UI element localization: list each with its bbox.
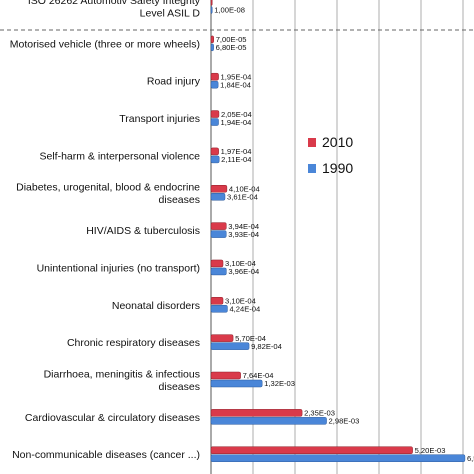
bar-2010	[210, 297, 224, 305]
data-label-1990: 1,84E-04	[220, 80, 251, 89]
data-label-2010: 3,10E-04	[225, 297, 256, 306]
data-label-1990: 9,82E-04	[251, 342, 282, 351]
bar-1990	[210, 230, 227, 238]
legend-swatch-2010	[308, 138, 316, 147]
data-label-2010: 3,10E-04	[225, 259, 256, 268]
category-label: Motorised vehicle (three or more wheels)	[10, 38, 200, 50]
data-labels: 1,00E-08 7,00E-056,80E-05 1,95E-041,84E-04…	[214, 6, 474, 463]
category-label: Diabetes, urogenital, blood & endocrine d…	[16, 182, 200, 207]
bar-1990	[210, 305, 228, 313]
bar-1990	[210, 379, 263, 388]
category-label: Diarrhoea, meningitis & infectious diseas…	[44, 368, 200, 393]
category-label: Non-communicable diseases (cancer ...)	[12, 449, 200, 461]
legend-label-1990: 1990	[322, 160, 353, 176]
data-label-1990: 1,32E-03	[264, 379, 295, 388]
bar-2010	[210, 222, 227, 230]
category-label: Neonatal disorders	[112, 300, 200, 312]
category-label: ISO 26262 Automotiv Safety Integrity Leve…	[28, 0, 201, 19]
data-label-1990: 4,24E-04	[229, 305, 260, 314]
bar-2010	[210, 35, 214, 44]
bar-2010	[210, 446, 413, 454]
data-label-2010: 1,97E-04	[221, 147, 252, 156]
data-label-1990: 1,00E-08	[214, 6, 245, 15]
bar-1990	[210, 342, 250, 350]
bars	[210, 0, 466, 462]
bar-1990	[210, 80, 219, 89]
category-labels: ISO 26262 Automotiv Safety Integrity Leve…	[10, 0, 201, 461]
category-label: Unintentional injuries (no transport)	[37, 262, 200, 274]
bar-2010	[210, 334, 234, 342]
data-label-1990: 1,94E-04	[221, 118, 252, 127]
data-label-1990: 3,96E-04	[228, 267, 259, 276]
category-label: Road injury	[147, 76, 201, 88]
category-label: HIV/AIDS & tuberculosis	[86, 225, 200, 237]
data-label-1990: 2,98E-03	[329, 417, 360, 426]
legend-label-2010: 2010	[322, 134, 353, 150]
bar-1990	[210, 267, 227, 276]
bar-1990	[210, 155, 220, 164]
data-label-2010: 7,64E-04	[243, 371, 274, 380]
data-label-2010: 7,00E-05	[216, 35, 247, 44]
category-label: Self-harm & interpersonal violence	[40, 150, 201, 162]
data-label-1990: 6,80E-05	[216, 43, 247, 52]
data-label-2010: 5,20E-03	[415, 446, 446, 455]
data-label-2010: 3,94E-04	[228, 222, 259, 231]
bar-2010	[210, 110, 220, 118]
gridlines	[210, 0, 464, 474]
bar-1990	[210, 6, 213, 14]
data-label-2010: 1,95E-04	[221, 72, 252, 81]
bar-2010	[210, 0, 213, 6]
bar-1990	[210, 43, 214, 52]
data-label-2010: 4,10E-04	[229, 184, 260, 193]
bar-2010	[210, 147, 219, 156]
legend-swatch-1990	[308, 164, 316, 173]
data-label-2010: 2,05E-04	[221, 110, 252, 119]
bar-2010	[210, 72, 219, 81]
category-label: Chronic respiratory diseases	[67, 337, 200, 349]
bar-2010	[210, 259, 224, 268]
bar-2010	[210, 409, 303, 417]
data-label-1990: 2,11E-04	[221, 155, 251, 164]
bar-1990	[210, 417, 327, 425]
bar-1990	[210, 193, 226, 201]
data-label-2010: 2,35E-03	[304, 409, 335, 418]
bar-1990	[210, 118, 219, 126]
data-label-1990: 3,61E-04	[227, 192, 258, 201]
data-label-1990: 3,93E-04	[228, 230, 259, 239]
legend: 2010 1990	[308, 134, 353, 176]
bar-1990	[210, 454, 466, 462]
bar-2010	[210, 371, 241, 380]
bar-2010	[210, 185, 228, 193]
data-label-2010: 5,70E-04	[235, 334, 266, 343]
data-label-1990: 6,55E-03	[467, 454, 474, 463]
category-label: Transport injuries	[119, 113, 200, 125]
category-label: Cardiovascular & circulatory diseases	[25, 412, 200, 424]
